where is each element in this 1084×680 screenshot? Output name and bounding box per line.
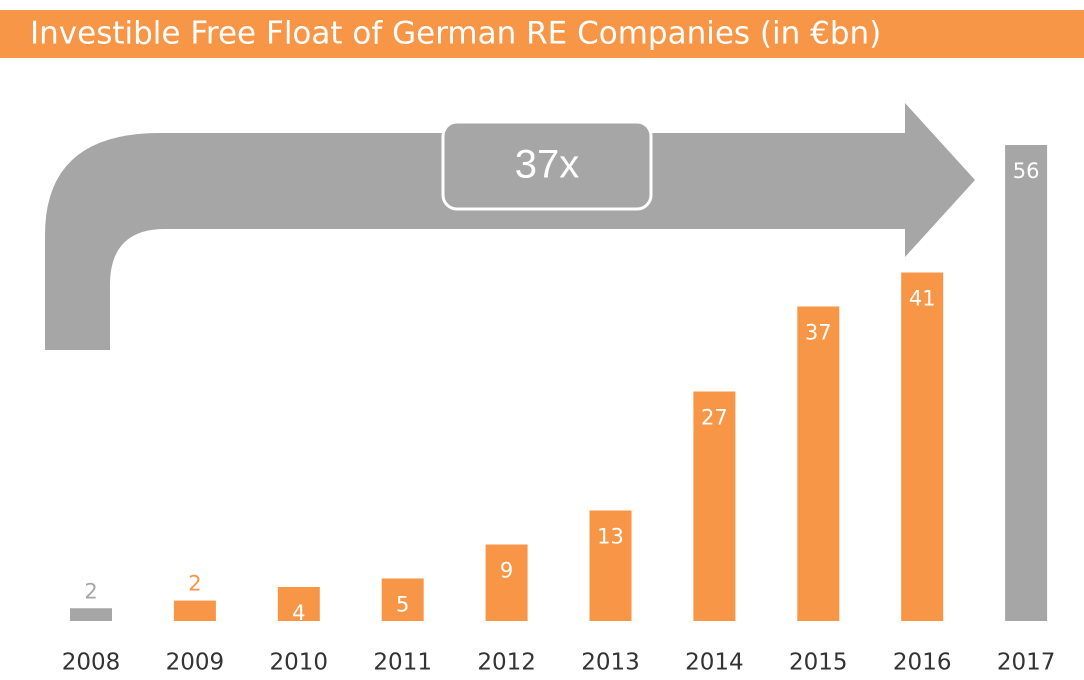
x-tick-label: 2008 <box>62 650 121 676</box>
bar <box>589 510 632 621</box>
x-tick-label: 2014 <box>685 650 744 676</box>
title-band <box>0 10 1084 58</box>
bar <box>485 544 528 621</box>
x-tick-label: 2015 <box>789 650 848 676</box>
value-label: 2 <box>84 579 97 603</box>
bar <box>797 306 840 621</box>
x-tick-label: 2017 <box>997 650 1056 676</box>
x-tick-label: 2009 <box>166 650 225 676</box>
bar <box>277 587 320 621</box>
x-tick-label: 2010 <box>270 650 329 676</box>
bar <box>381 578 424 621</box>
annotation: 37x <box>515 143 580 187</box>
value-label: 56 <box>1013 159 1040 183</box>
value-label: 9 <box>500 559 513 583</box>
chart-title: Investible Free Float of German RE Compa… <box>30 16 881 52</box>
value-label: 2 <box>188 572 201 596</box>
x-tick-label: 2011 <box>373 650 432 676</box>
annotation-box <box>441 120 653 211</box>
bar <box>70 608 112 621</box>
bar <box>173 600 216 621</box>
x-tick-label: 2016 <box>893 650 952 676</box>
value-label: 41 <box>909 287 936 311</box>
bar <box>693 391 736 621</box>
value-label: 27 <box>701 406 728 430</box>
bar <box>1005 145 1048 621</box>
value-label: 4 <box>292 601 305 625</box>
x-tick-label: 2013 <box>581 650 640 676</box>
value-label: 5 <box>396 593 409 617</box>
growth-arrow <box>45 103 975 350</box>
value-label: 37 <box>805 321 832 345</box>
bar <box>901 272 944 621</box>
value-label: 13 <box>597 525 624 549</box>
x-tick-label: 2012 <box>477 650 536 676</box>
